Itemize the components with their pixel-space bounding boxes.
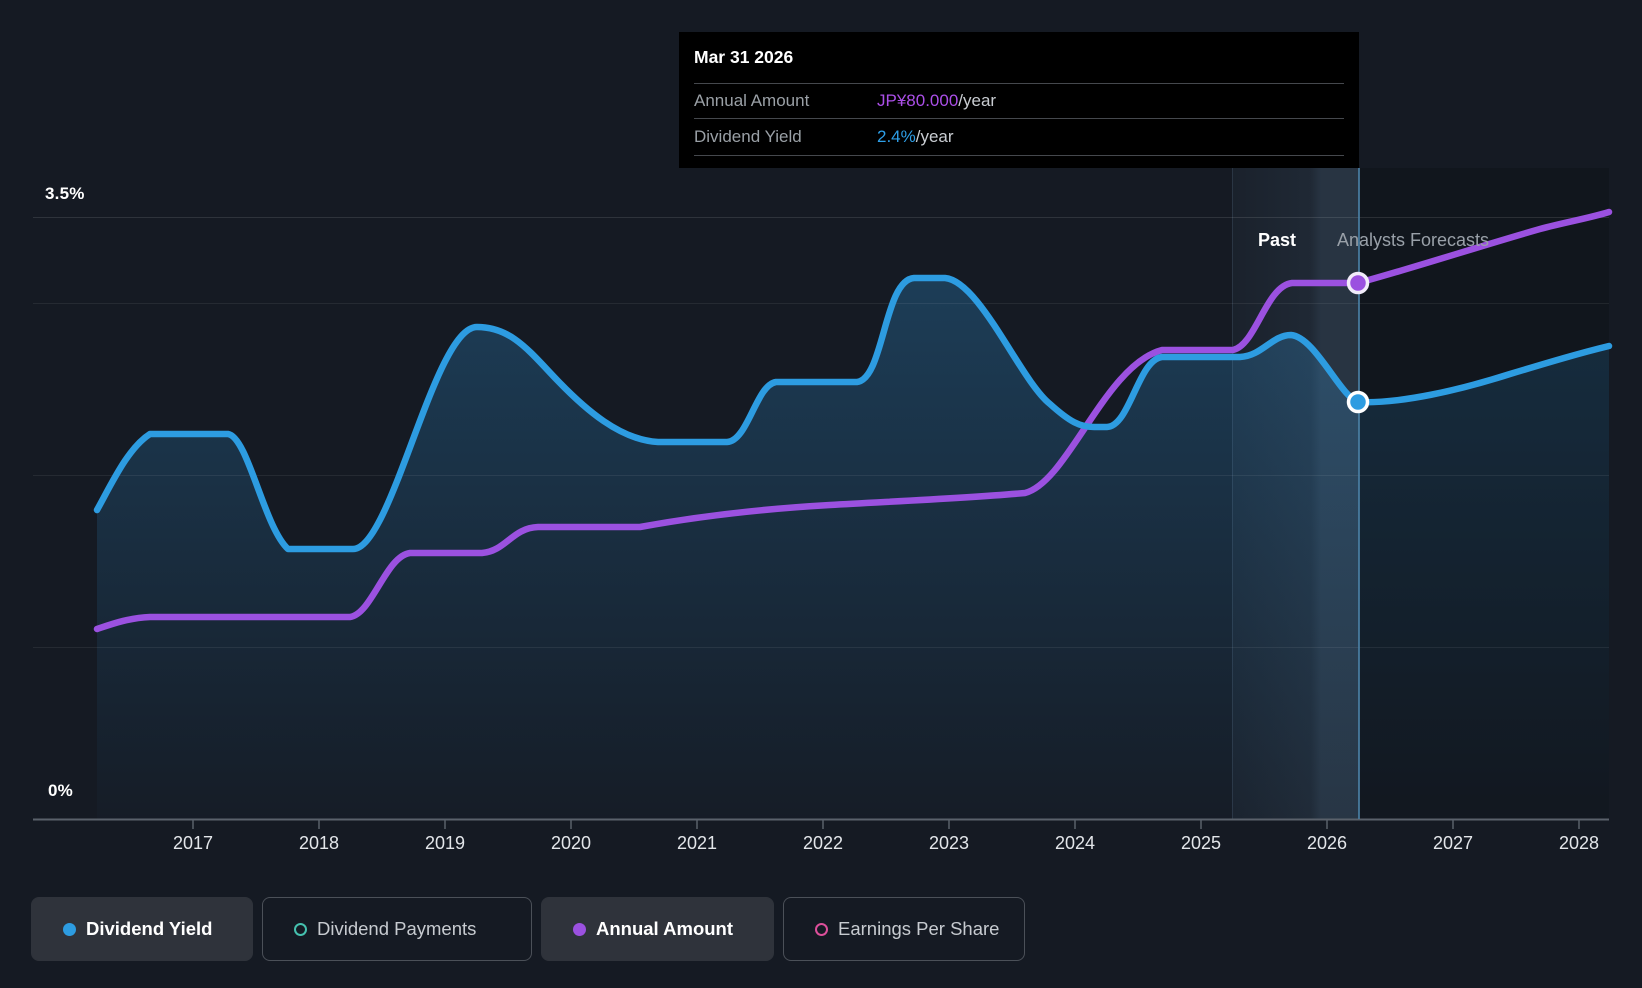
tooltip-row-dividend-yield: Dividend Yield 2.4%/year (694, 118, 1344, 155)
tooltip-row-annual-amount: Annual Amount JP¥80.000/year (694, 83, 1344, 118)
tooltip-label: Dividend Yield (694, 127, 877, 147)
tooltip-bottom-rule (694, 155, 1344, 170)
x-axis-label-2021: 2021 (677, 833, 717, 854)
legend-item-annual-amount[interactable]: Annual Amount (541, 897, 774, 961)
series-dot-icon (63, 923, 76, 936)
dividend-yield-marker[interactable] (1349, 393, 1368, 412)
series-dot-icon (573, 923, 586, 936)
tooltip-value: 2.4% (877, 127, 916, 146)
legend-item-dividend-payments[interactable]: Dividend Payments (262, 897, 532, 961)
past-region-label: Past (1258, 230, 1296, 251)
x-axis-ticks (193, 820, 1579, 829)
y-axis-label-max: 3.5% (45, 184, 85, 204)
chart-tooltip: Mar 31 2026 Annual Amount JP¥80.000/year… (679, 32, 1359, 168)
forecast-region-label: Analysts Forecasts (1337, 230, 1489, 251)
forecast-region-overlay (1359, 168, 1609, 819)
x-axis-label-2023: 2023 (929, 833, 969, 854)
tooltip-suffix: /year (916, 127, 954, 146)
x-axis-label-2017: 2017 (173, 833, 213, 854)
x-axis-label-2022: 2022 (803, 833, 843, 854)
series-ring-icon (815, 923, 828, 936)
x-axis-label-2019: 2019 (425, 833, 465, 854)
tooltip-label: Annual Amount (694, 91, 877, 111)
x-axis-label-2026: 2026 (1307, 833, 1347, 854)
series-ring-icon (294, 923, 307, 936)
x-axis-label-2028: 2028 (1559, 833, 1599, 854)
tooltip-suffix: /year (958, 91, 996, 110)
x-axis-label-2027: 2027 (1433, 833, 1473, 854)
legend-item-label: Earnings Per Share (838, 918, 999, 940)
x-axis-label-2020: 2020 (551, 833, 591, 854)
legend-item-label: Annual Amount (596, 918, 733, 940)
legend-item-label: Dividend Payments (317, 918, 476, 940)
tooltip-date: Mar 31 2026 (694, 32, 1344, 83)
x-axis-label-2025: 2025 (1181, 833, 1221, 854)
legend-item-earnings-per-share[interactable]: Earnings Per Share (783, 897, 1025, 961)
legend-item-dividend-yield[interactable]: Dividend Yield (31, 897, 253, 961)
x-axis-label-2018: 2018 (299, 833, 339, 854)
tooltip-value: JP¥80.000 (877, 91, 958, 110)
legend-item-label: Dividend Yield (86, 918, 212, 940)
annual-amount-marker[interactable] (1349, 274, 1368, 293)
legend: Dividend Yield Dividend Payments Annual Am… (31, 897, 1025, 961)
x-axis-label-2024: 2024 (1055, 833, 1095, 854)
past-highlight-band (1232, 168, 1359, 819)
dividend-chart-screen: 3.5% 0% 2017 2018 2019 2020 2021 2022 2023 2024… (0, 0, 1642, 988)
y-axis-label-zero: 0% (48, 781, 73, 801)
